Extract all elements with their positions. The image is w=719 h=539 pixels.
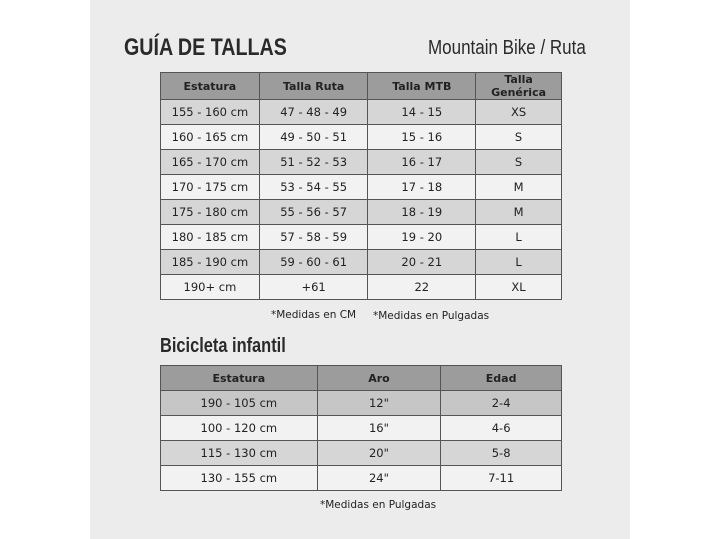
table-cell: XS bbox=[475, 99, 562, 125]
table-cell: M bbox=[475, 199, 562, 225]
table-row: 160 - 165 cm 49 - 50 - 51 15 - 16 S bbox=[160, 124, 562, 150]
table-cell: 47 - 48 - 49 bbox=[258, 99, 369, 125]
table-cell: 115 - 130 cm bbox=[160, 440, 318, 466]
table-cell: 180 - 185 cm bbox=[160, 224, 260, 250]
page-title: GUÍA DE TALLAS bbox=[124, 34, 287, 61]
table-cell: 190+ cm bbox=[160, 274, 260, 300]
table-cell: 100 - 120 cm bbox=[160, 415, 318, 441]
table-cell: 17 - 18 bbox=[367, 174, 477, 200]
table-cell: S bbox=[475, 149, 562, 175]
table-header-row: Estatura Aro Edad bbox=[160, 365, 562, 391]
table-row: 190+ cm +61 22 XL bbox=[160, 274, 562, 300]
table-header-row: Estatura Talla Ruta Talla MTB Talla Genéric… bbox=[160, 72, 562, 100]
table-cell: 5-8 bbox=[440, 440, 562, 466]
table-cell: 16 - 17 bbox=[367, 149, 477, 175]
table-cell: 185 - 190 cm bbox=[160, 249, 260, 275]
table-cell: 18 - 19 bbox=[367, 199, 477, 225]
table-cell: 57 - 58 - 59 bbox=[258, 224, 369, 250]
note-cm: *Medidas en CM bbox=[271, 309, 357, 321]
table-row: 165 - 170 cm 51 - 52 - 53 16 - 17 S bbox=[160, 149, 562, 175]
table-cell: 165 - 170 cm bbox=[160, 149, 260, 175]
table-row: 170 - 175 cm 53 - 54 - 55 17 - 18 M bbox=[160, 174, 562, 200]
table-cell: 160 - 165 cm bbox=[160, 124, 260, 150]
table-cell: 4-6 bbox=[440, 415, 562, 441]
table-cell: 175 - 180 cm bbox=[160, 199, 260, 225]
table-cell: 20 - 21 bbox=[367, 249, 477, 275]
table-cell: 53 - 54 - 55 bbox=[258, 174, 369, 200]
table-cell: L bbox=[475, 249, 562, 275]
table-cell: 190 - 105 cm bbox=[160, 390, 318, 416]
table-cell: +61 bbox=[258, 274, 369, 300]
table-cell: 7-11 bbox=[440, 465, 562, 491]
table-cell: 49 - 50 - 51 bbox=[258, 124, 369, 150]
table-row: 100 - 120 cm 16" 4-6 bbox=[160, 415, 562, 441]
kids-title: Bicicleta infantil bbox=[160, 335, 286, 357]
table-cell: XL bbox=[475, 274, 562, 300]
table-row: 175 - 180 cm 55 - 56 - 57 18 - 19 M bbox=[160, 199, 562, 225]
table-cell: 12" bbox=[316, 390, 442, 416]
column-header: Talla Genérica bbox=[475, 72, 562, 100]
kids-note: *Medidas en Pulgadas bbox=[320, 499, 437, 511]
table-cell: 20" bbox=[316, 440, 442, 466]
column-header: Estatura bbox=[160, 72, 260, 100]
table-cell: 51 - 52 - 53 bbox=[258, 149, 369, 175]
table-cell: 170 - 175 cm bbox=[160, 174, 260, 200]
table-row: 185 - 190 cm 59 - 60 - 61 20 - 21 L bbox=[160, 249, 562, 275]
page-subtitle: Mountain Bike / Ruta bbox=[428, 37, 586, 59]
table-cell: 155 - 160 cm bbox=[160, 99, 260, 125]
table-cell: L bbox=[475, 224, 562, 250]
note-pulgadas: *Medidas en Pulgadas bbox=[373, 310, 490, 322]
column-header: Estatura bbox=[160, 365, 318, 391]
table-cell: 130 - 155 cm bbox=[160, 465, 318, 491]
table-row: 155 - 160 cm 47 - 48 - 49 14 - 15 XS bbox=[160, 99, 562, 125]
column-header: Aro bbox=[316, 365, 442, 391]
kids-size-table: Estatura Aro Edad 190 - 105 cm 12" 2-4 100 - 1… bbox=[160, 365, 562, 491]
table-cell: 2-4 bbox=[440, 390, 562, 416]
table-row: 115 - 130 cm 20" 5-8 bbox=[160, 440, 562, 466]
table-cell: 19 - 20 bbox=[367, 224, 477, 250]
table-cell: 15 - 16 bbox=[367, 124, 477, 150]
table-cell: 16" bbox=[316, 415, 442, 441]
table-cell: M bbox=[475, 174, 562, 200]
table-cell: 55 - 56 - 57 bbox=[258, 199, 369, 225]
table-cell: 22 bbox=[367, 274, 477, 300]
column-header: Talla MTB bbox=[367, 72, 477, 100]
table-cell: 59 - 60 - 61 bbox=[258, 249, 369, 275]
table-row: 180 - 185 cm 57 - 58 - 59 19 - 20 L bbox=[160, 224, 562, 250]
column-header: Edad bbox=[440, 365, 562, 391]
table-row: 190 - 105 cm 12" 2-4 bbox=[160, 390, 562, 416]
table-cell: 14 - 15 bbox=[367, 99, 477, 125]
table-cell: 24" bbox=[316, 465, 442, 491]
column-header: Talla Ruta bbox=[258, 72, 369, 100]
table-cell: S bbox=[475, 124, 562, 150]
adult-size-table: Estatura Talla Ruta Talla MTB Talla Genéric… bbox=[160, 72, 562, 300]
table-row: 130 - 155 cm 24" 7-11 bbox=[160, 465, 562, 491]
